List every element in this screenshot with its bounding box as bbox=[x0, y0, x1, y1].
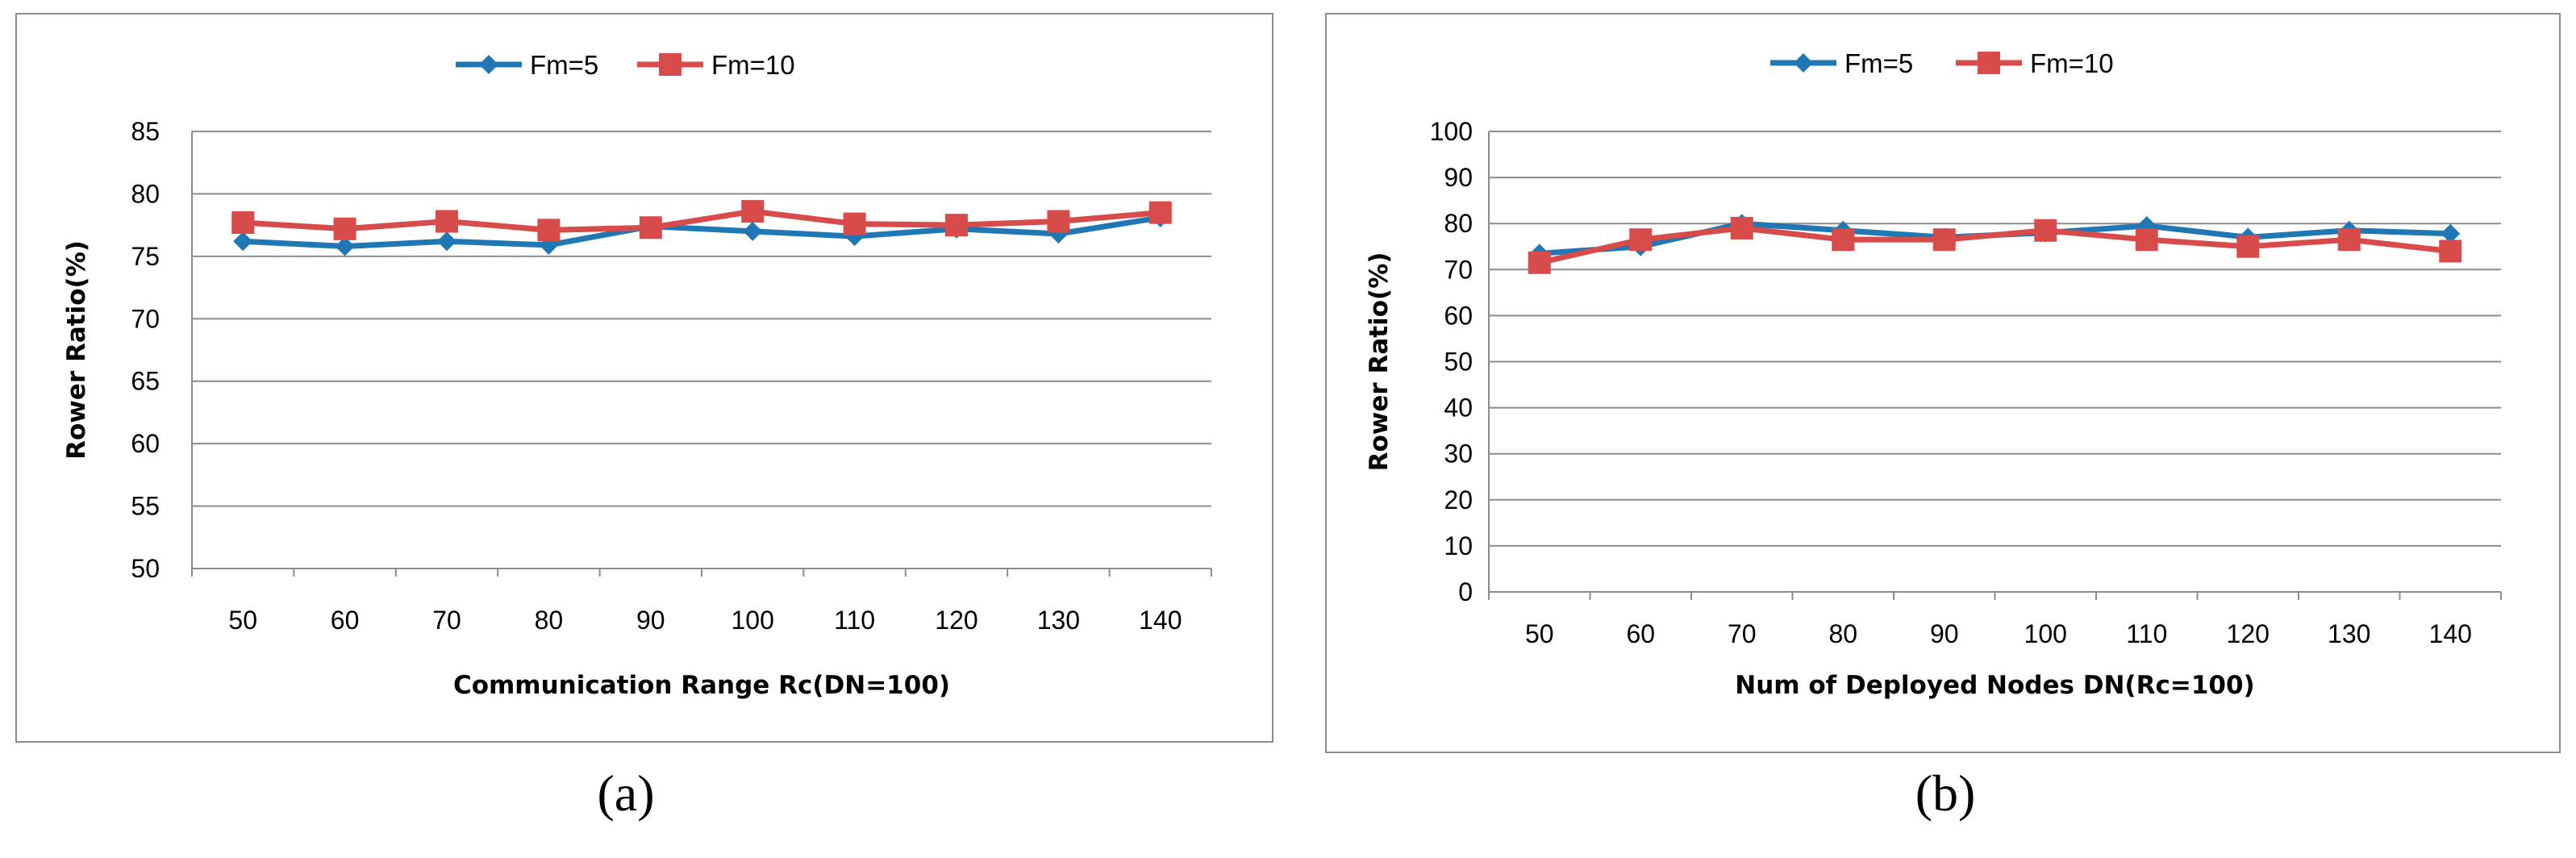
data-point-square bbox=[2034, 219, 2057, 242]
x-tick-label: 130 bbox=[1037, 606, 1080, 635]
series-line-1 bbox=[243, 214, 1161, 249]
data-point-diamond bbox=[233, 231, 253, 252]
series-line-2 bbox=[1538, 225, 2451, 266]
data-point-square bbox=[945, 214, 968, 237]
legend-label: Fm=5 bbox=[1844, 48, 1913, 78]
data-point-square bbox=[1047, 210, 1070, 233]
x-tick-label: 120 bbox=[935, 606, 977, 635]
data-point-square bbox=[639, 216, 662, 239]
data-point-square bbox=[436, 210, 458, 233]
y-tick-label: 40 bbox=[1444, 394, 1473, 423]
y-tick-label: 75 bbox=[131, 242, 160, 271]
x-tick-label: 120 bbox=[2227, 619, 2270, 648]
y-tick-label: 20 bbox=[1444, 485, 1473, 514]
y-tick-label: 60 bbox=[1444, 301, 1473, 330]
x-tick-label: 80 bbox=[535, 606, 564, 635]
y-tick-label: 50 bbox=[1444, 348, 1473, 377]
data-point-square bbox=[1629, 228, 1653, 252]
data-point-square bbox=[1528, 251, 1551, 274]
x-tick-label: 50 bbox=[1525, 619, 1554, 648]
data-point-square bbox=[2439, 239, 2462, 263]
y-tick-label: 50 bbox=[131, 554, 160, 583]
y-tick-label: 65 bbox=[131, 367, 160, 396]
x-axis-title: Communication Range Rc(DN=100) bbox=[453, 671, 950, 700]
y-tick-label: 60 bbox=[131, 429, 160, 458]
series-line-2 bbox=[242, 208, 1161, 233]
data-point-diamond bbox=[437, 231, 456, 252]
y-tick-label: 100 bbox=[1430, 117, 1473, 146]
data-point-square bbox=[231, 211, 255, 235]
legend-label: Fm=10 bbox=[2030, 48, 2114, 78]
data-point-square bbox=[2236, 235, 2260, 258]
y-axis-title: Rower Ratio(%) bbox=[62, 240, 91, 460]
x-tick-label: 90 bbox=[1930, 619, 1959, 648]
legend-marker-diamond bbox=[479, 55, 498, 74]
data-point-square bbox=[843, 212, 866, 235]
y-tick-label: 0 bbox=[1458, 577, 1473, 606]
x-tick-label: 50 bbox=[228, 606, 257, 635]
data-point-diamond bbox=[335, 236, 355, 256]
y-tick-label: 80 bbox=[131, 179, 160, 208]
x-tick-label: 100 bbox=[2024, 619, 2067, 648]
chart-panel-b: 0 10 20 30 40 50 60 70 80 90 100 50 60 70 80 90 100 110 12… bbox=[1325, 13, 2561, 822]
x-tick-label: 110 bbox=[2126, 619, 2167, 648]
x-tick-label: 100 bbox=[732, 606, 774, 635]
data-point-square bbox=[1932, 228, 1956, 252]
legend-marker-diamond bbox=[1794, 53, 1813, 73]
data-point-diamond bbox=[2441, 223, 2461, 244]
x-tick-label: 80 bbox=[1828, 619, 1857, 648]
x-axis-title: Num of Deployed Nodes DN(Rc=100) bbox=[1735, 671, 2254, 700]
data-point-square bbox=[2135, 228, 2158, 252]
x-tick-label: 140 bbox=[2429, 619, 2472, 648]
chart-frame bbox=[15, 13, 1273, 743]
x-tick-label: 110 bbox=[834, 606, 875, 635]
legend-marker-square bbox=[1978, 52, 2000, 74]
panel-label: (b) bbox=[1915, 764, 1976, 822]
chart-frame bbox=[1325, 13, 2561, 753]
x-tick-label: 60 bbox=[331, 606, 360, 635]
chart-panel-a: 50 55 60 65 70 75 80 85 50 60 70 80 90 100 110 120 130 14… bbox=[15, 13, 1273, 822]
data-point-square bbox=[1148, 201, 1172, 224]
data-point-square bbox=[333, 217, 356, 240]
y-tick-label: 30 bbox=[1444, 439, 1473, 469]
x-tick-label: 140 bbox=[1139, 606, 1182, 635]
y-tick-label: 70 bbox=[1444, 255, 1473, 284]
y-tick-label: 90 bbox=[1444, 163, 1473, 192]
legend-label: Fm=5 bbox=[530, 50, 598, 80]
data-point-square bbox=[1832, 228, 1855, 252]
x-tick-label: 90 bbox=[636, 606, 665, 635]
y-tick-label: 10 bbox=[1444, 531, 1473, 560]
data-point-square bbox=[741, 200, 765, 223]
y-tick-label: 55 bbox=[131, 492, 160, 521]
x-tick-label: 70 bbox=[1728, 619, 1757, 648]
x-tick-label: 70 bbox=[432, 606, 461, 635]
y-tick-label: 70 bbox=[131, 304, 160, 333]
y-tick-label: 80 bbox=[1444, 209, 1473, 238]
x-tick-label: 130 bbox=[2328, 619, 2370, 648]
x-tick-label: 60 bbox=[1626, 619, 1655, 648]
y-axis-title: Rower Ratio(%) bbox=[1365, 252, 1394, 472]
data-point-square bbox=[1730, 216, 1753, 239]
legend-marker-square bbox=[659, 53, 682, 76]
data-point-square bbox=[537, 219, 561, 242]
panel-label: (a) bbox=[597, 764, 654, 822]
data-point-square bbox=[2337, 228, 2361, 252]
y-tick-label: 85 bbox=[131, 117, 160, 146]
data-point-diamond bbox=[743, 221, 763, 241]
legend-label: Fm=10 bbox=[711, 50, 795, 80]
